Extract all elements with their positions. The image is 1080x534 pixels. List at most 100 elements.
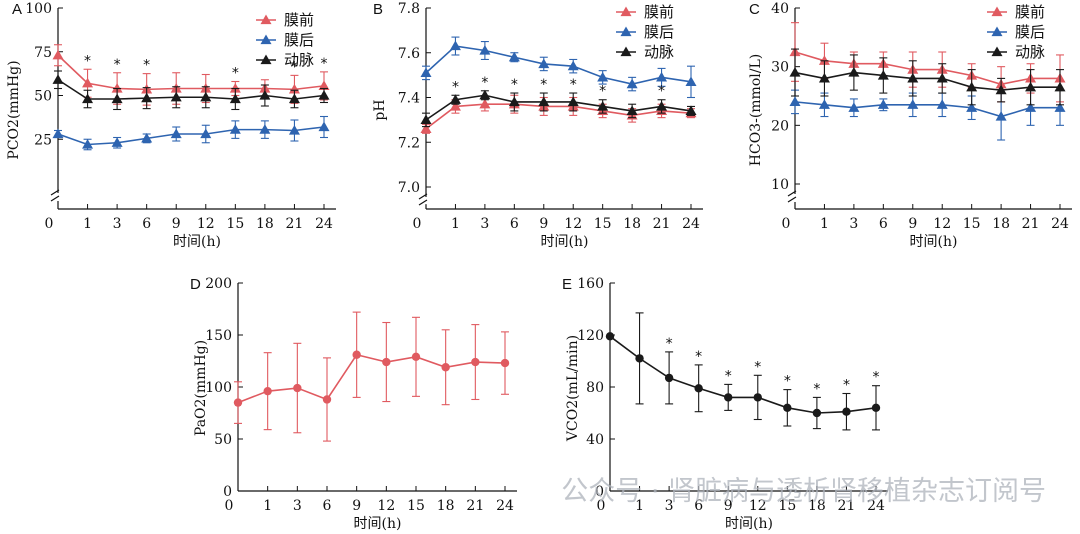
data-point xyxy=(508,51,520,62)
series-line xyxy=(425,45,692,85)
panel-c: C 10 20 30 40 0 1 3 6 9 12 15 18 21 24 时间(h) HCO3-(mmol/… xyxy=(748,1,1072,250)
series-2 xyxy=(789,89,1066,141)
y-axis-title: PaO2(mmHg) xyxy=(193,340,209,436)
x-axis-title: 时间(h) xyxy=(173,234,221,250)
data-point xyxy=(420,67,432,78)
legend-label: 膜后 xyxy=(284,31,314,49)
significance-star: * xyxy=(452,79,459,95)
data-point xyxy=(200,128,212,139)
data-point xyxy=(500,358,510,368)
data-point xyxy=(789,96,801,106)
x-tick-label: 18 xyxy=(437,498,455,514)
data-point xyxy=(318,80,330,90)
series-3 xyxy=(789,48,1066,106)
data-point xyxy=(52,128,64,139)
legend-marker xyxy=(620,26,632,37)
series-line xyxy=(237,353,506,404)
data-point xyxy=(82,93,94,104)
series-1 xyxy=(605,312,881,431)
data-point xyxy=(449,94,461,104)
data-point xyxy=(818,99,830,109)
series-line xyxy=(425,103,692,130)
y-axis-title: pH xyxy=(372,99,388,120)
y-tick-label: 10 xyxy=(771,177,789,193)
x-tick-label: 3 xyxy=(113,216,122,232)
data-point xyxy=(382,357,391,367)
legend-marker xyxy=(260,14,272,25)
series-2 xyxy=(52,115,330,151)
significance-star: * xyxy=(695,349,702,365)
data-point xyxy=(936,99,948,109)
panel-label: A xyxy=(12,1,22,18)
data-point xyxy=(52,49,64,60)
data-point xyxy=(288,93,300,104)
panel-label: B xyxy=(373,1,383,18)
significance-star: * xyxy=(143,58,150,74)
x-tick-label: 3 xyxy=(293,498,302,514)
data-point xyxy=(812,408,822,418)
x-axis-title: 时间(h) xyxy=(725,516,773,532)
data-point xyxy=(656,100,668,111)
y-tick-label: 7.2 xyxy=(398,135,420,151)
series-line xyxy=(794,101,1060,118)
data-point xyxy=(567,60,579,71)
data-point xyxy=(907,99,919,109)
x-tick-label: 0 xyxy=(597,498,606,514)
data-point xyxy=(441,363,450,372)
panel-a: A 25 50 75 100 0 1 3 6 9 12 15 18 21 24 时间(h) PCO2(mmHg)… xyxy=(6,1,336,250)
series-3 xyxy=(52,70,330,111)
series-1 xyxy=(233,311,510,442)
x-tick-label: 0 xyxy=(225,498,234,514)
x-tick-label: 6 xyxy=(694,498,703,514)
significance-star: * xyxy=(232,66,239,82)
data-point xyxy=(111,83,123,93)
data-point xyxy=(877,99,889,109)
data-point xyxy=(471,357,480,367)
y-tick-label: 150 xyxy=(205,328,232,344)
x-tick-label: 6 xyxy=(510,216,519,232)
x-axis-title: 时间(h) xyxy=(541,234,589,250)
x-tick-label: 1 xyxy=(83,216,92,232)
data-point xyxy=(871,403,881,412)
y-tick-label: 0 xyxy=(595,484,604,500)
legend-marker xyxy=(991,46,1003,57)
data-point xyxy=(724,393,733,402)
data-point xyxy=(818,55,830,65)
legend-label: 膜后 xyxy=(1015,23,1045,41)
data-point xyxy=(936,72,948,83)
significance-star: * xyxy=(114,57,121,73)
x-tick-label: 12 xyxy=(564,216,582,232)
x-tick-label: 1 xyxy=(451,216,460,232)
data-point xyxy=(605,332,615,341)
legend-marker xyxy=(620,46,632,57)
y-tick-label: 7.8 xyxy=(398,1,420,17)
legend-marker xyxy=(991,6,1003,17)
legend-label: 膜前 xyxy=(644,3,674,21)
y-axis-title: HCO3-(mmol/L) xyxy=(748,54,764,166)
series-line xyxy=(794,51,1060,86)
data-point xyxy=(966,102,978,112)
series-line xyxy=(425,94,692,121)
x-tick-label: 0 xyxy=(782,216,791,232)
data-point xyxy=(170,128,182,139)
series-line xyxy=(57,54,325,91)
x-axis-title: 时间(h) xyxy=(910,234,958,250)
data-point xyxy=(259,90,271,100)
significance-star: * xyxy=(291,59,298,75)
x-tick-label: 9 xyxy=(172,216,181,232)
data-point xyxy=(288,83,300,94)
significance-star: * xyxy=(321,56,328,72)
x-tick-label: 12 xyxy=(377,498,395,514)
x-tick-label: 15 xyxy=(963,216,981,232)
data-point xyxy=(966,81,978,92)
x-tick-label: 21 xyxy=(286,216,304,232)
data-point xyxy=(229,93,241,104)
data-point xyxy=(848,67,860,77)
data-point xyxy=(479,45,491,55)
data-point xyxy=(508,96,520,107)
data-point xyxy=(259,124,271,134)
significance-star: * xyxy=(599,84,606,100)
data-point xyxy=(597,100,609,111)
x-tick-label: 3 xyxy=(480,216,489,232)
